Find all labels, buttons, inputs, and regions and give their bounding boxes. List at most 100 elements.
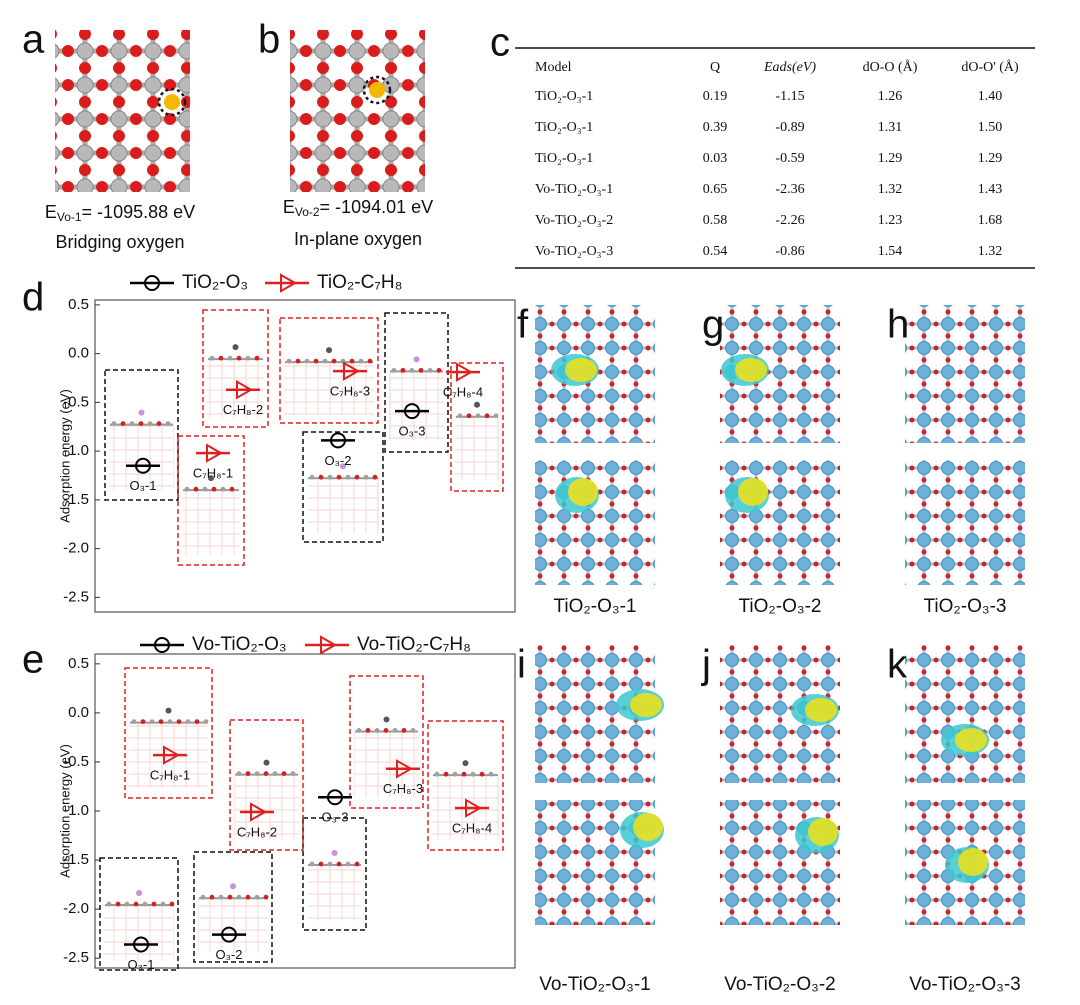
energy-subscript: Vo-1: [57, 210, 82, 224]
inset-atom: [322, 358, 328, 364]
inset-substrate: [455, 416, 499, 481]
inset-atom: [203, 719, 209, 724]
inset-adsorbate: [232, 344, 239, 351]
energy-level: [321, 432, 355, 449]
inset-atom: [475, 413, 481, 419]
table-cell: -0.59: [775, 151, 804, 166]
level-label: O₃-2: [325, 453, 352, 468]
charge-density-image: [535, 305, 655, 585]
inset-atom: [156, 421, 162, 426]
legend-marker: [305, 635, 349, 655]
inset-atom: [345, 474, 351, 480]
y-tick-label: -2.5: [63, 949, 89, 966]
table-cell: 0.65: [703, 182, 728, 197]
inset-atom: [484, 413, 490, 419]
energy-symbol: E: [45, 202, 57, 222]
level-label: O₃-2: [216, 947, 243, 962]
marker-triangle: [280, 273, 298, 293]
table-header: dO-O' (Å): [961, 59, 1019, 75]
inset-atom: [434, 771, 440, 777]
table-cell: 1.68: [978, 213, 1003, 228]
inset-atom: [318, 861, 324, 867]
inset-atom: [354, 861, 360, 867]
energy-level: [240, 802, 274, 822]
charge-yellow: [630, 693, 662, 717]
inset-adsorbate: [474, 401, 480, 408]
table-cell: TiO₂-O₃-1: [535, 89, 593, 104]
inset-atom: [363, 474, 369, 480]
panel-letter: e: [22, 638, 44, 682]
y-tick-label: -1.0: [63, 442, 89, 459]
site-label: In-plane oxygen: [294, 229, 422, 249]
charge-yellow: [738, 478, 768, 506]
legend-label: TiO₂-C₇H₈: [317, 272, 402, 293]
inset-substrate: [234, 774, 299, 840]
level-label: C₇H₈-2: [237, 824, 277, 839]
top-view: [905, 305, 1025, 443]
marker-triangle: [396, 759, 414, 779]
legend-marker: [265, 273, 309, 293]
table-header: Eads(eV): [763, 60, 816, 75]
charge-yellow: [955, 728, 987, 752]
structure-inset: [99, 857, 179, 971]
image-caption: Vo-TiO₂-O₃-1: [539, 974, 651, 995]
vacancy-energy: EVo-1= -1095.88 eV: [45, 202, 195, 224]
charge-yellow: [958, 848, 988, 876]
level-label: O₃-3: [399, 424, 426, 439]
inset-atom: [470, 771, 476, 777]
level-label: O₃-1: [130, 478, 157, 493]
charge-yellow: [568, 478, 598, 506]
inset-atom: [295, 358, 301, 364]
inset-atom: [167, 719, 173, 724]
structure-inset: [384, 312, 449, 453]
marker-circle: [133, 936, 149, 953]
table: Model Q Eads(eV) dO-O (Å) dO-O' (Å) TiO₂-O₃-1…: [535, 59, 1019, 259]
vacancy-energy: EVo-2= -1094.01 eV: [283, 197, 433, 219]
image-caption: TiO₂-O₃-3: [923, 596, 1006, 617]
panel-letter: h: [887, 303, 909, 347]
inset-atom: [193, 486, 199, 492]
inset-box: [177, 435, 245, 566]
inset-atom: [383, 728, 389, 733]
inset-adsorbate: [263, 759, 270, 766]
inset-atom: [443, 771, 449, 777]
structure-inset: [302, 431, 384, 543]
table-header: Q: [710, 60, 720, 75]
structure-inset: [104, 369, 179, 501]
marker-triangle: [250, 802, 268, 822]
marker-triangle: [320, 635, 338, 655]
y-tick-label: -1.0: [63, 802, 89, 819]
inset-atom: [218, 355, 224, 361]
inset-atom: [131, 719, 137, 724]
panel-letter: d: [22, 276, 44, 320]
inset-atom: [493, 413, 499, 419]
inset-atom: [418, 367, 424, 373]
y-tick-label: -2.0: [63, 900, 89, 917]
inset-atom: [309, 474, 315, 480]
inset-atom: [149, 719, 155, 724]
inset-atom: [115, 901, 121, 907]
inset-atom: [427, 367, 433, 373]
inset-atom: [367, 358, 373, 364]
inset-atom: [209, 355, 215, 361]
level-label: C₇H₈-4: [443, 385, 483, 400]
charge-density-image: [720, 645, 840, 925]
energy-value: = -1094.01 eV: [320, 197, 434, 217]
inset-atom: [106, 901, 112, 907]
inset-atom: [227, 894, 233, 900]
marker-triangle: [465, 798, 483, 818]
image-caption: TiO₂-O₃-2: [738, 596, 821, 617]
inset-substrate: [109, 424, 174, 490]
charge-density-image: [535, 645, 664, 925]
table-header: Model: [535, 60, 572, 75]
inset-atom: [176, 719, 182, 724]
inset-atom: [184, 486, 190, 492]
energy-level: [386, 759, 420, 779]
table-cell: 0.54: [703, 244, 728, 259]
structure-inset: [229, 719, 304, 851]
panel-letter: f: [517, 303, 529, 347]
y-tick-label: -0.5: [63, 753, 89, 770]
inset-atom: [391, 367, 397, 373]
image-caption: TiO₂-O₃-1: [553, 596, 636, 617]
y-tick-label: -2.5: [63, 588, 89, 605]
